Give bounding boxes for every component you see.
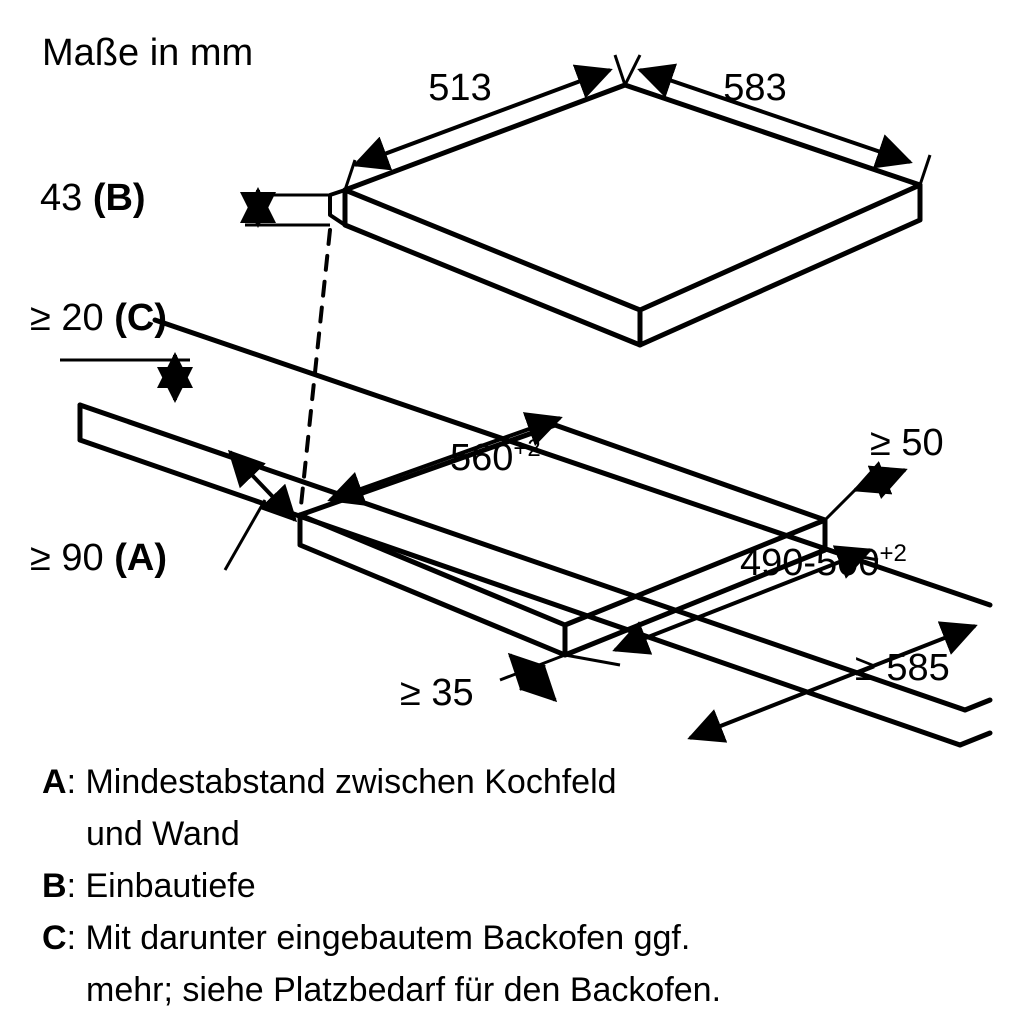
dim-cut-width: 560+2	[450, 435, 541, 479]
dim-cut-depth: 490-500+2	[740, 540, 907, 584]
legend-b: B: Einbautiefe	[42, 864, 994, 910]
dim-top-depth: 513	[428, 67, 491, 109]
dim-front-a: ≥ 90 (A)	[30, 537, 167, 579]
legend-c-line2: mehr; siehe Platzbedarf für den Backofen…	[42, 968, 994, 1014]
diagram: 513 583 43 (B) ≥ 20 (C) ≥ 90 (A) 560+2 ≥…	[0, 0, 1024, 760]
legend-a: A: Mindestabstand zwischen Kochfeld	[42, 760, 994, 806]
dim-height-b: 43 (B)	[40, 177, 146, 219]
legend-a-line2: und Wand	[42, 812, 994, 858]
dim-top-width: 583	[723, 67, 786, 109]
dim-worktop-d: ≥ 585	[855, 647, 950, 689]
legend: A: Mindestabstand zwischen Kochfeld und …	[42, 760, 994, 1019]
dim-side-clear: ≥ 50	[870, 422, 944, 464]
legend-c: C: Mit darunter eingebautem Backofen ggf…	[42, 916, 994, 962]
dim-gap-c: ≥ 20 (C)	[30, 297, 167, 339]
dim-front-clear: ≥ 35	[400, 672, 474, 714]
